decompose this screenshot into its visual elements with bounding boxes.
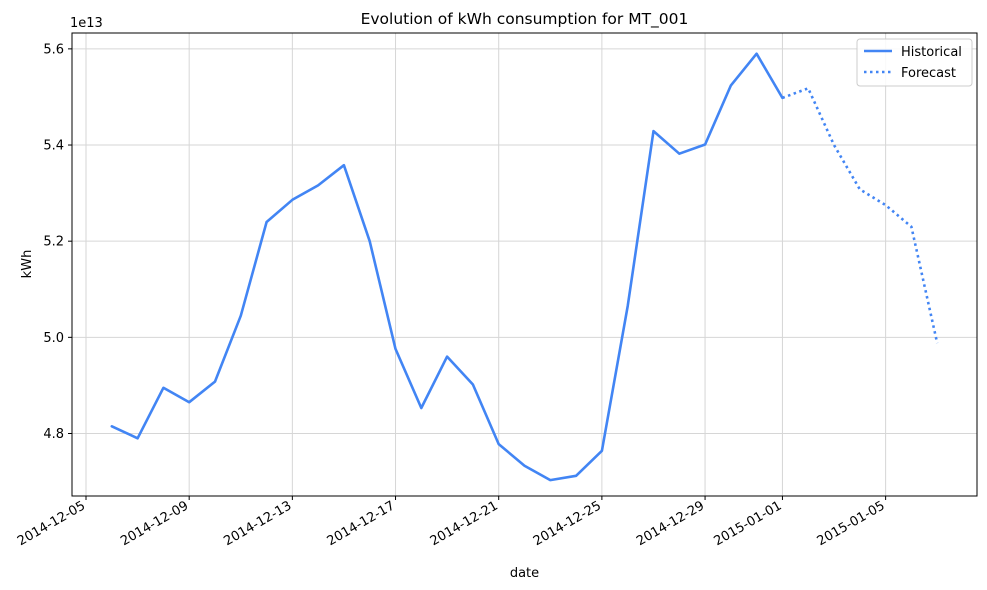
chart-title: Evolution of kWh consumption for MT_001 — [361, 10, 689, 29]
y-tick-label: 5.0 — [43, 331, 64, 346]
plot-area-frame — [71, 32, 978, 497]
y-axis-label: kWh — [20, 250, 35, 279]
y-tick-label: 5.6 — [43, 42, 64, 57]
legend-label-forecast: Forecast — [901, 66, 956, 81]
y-tick-label: 5.4 — [43, 139, 64, 154]
legend: Historical Forecast — [856, 38, 973, 87]
x-axis-label: date — [510, 566, 539, 581]
y-tick-label: 5.2 — [43, 235, 64, 250]
y-tick-label: 4.8 — [43, 427, 64, 442]
series-layer — [110, 52, 939, 482]
series-line-forecast — [781, 87, 939, 344]
y-axis-multiplier: 1e13 — [70, 16, 103, 31]
series-line-historical — [110, 52, 784, 482]
grid-lines — [72, 33, 977, 496]
legend-label-historical: Historical — [901, 45, 962, 60]
